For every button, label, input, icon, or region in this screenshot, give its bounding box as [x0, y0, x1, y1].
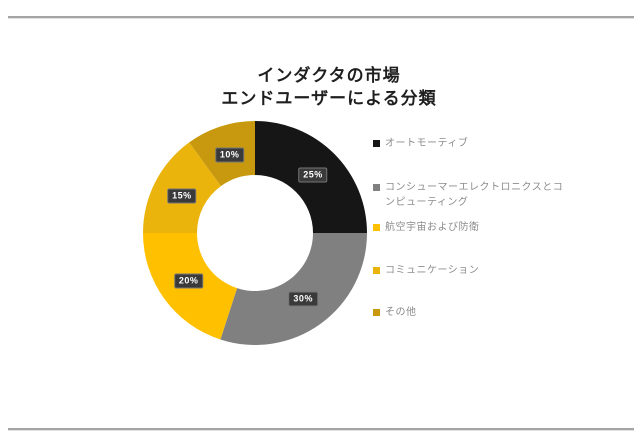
legend-item-5: その他 — [373, 305, 565, 320]
legend-label: その他 — [385, 307, 417, 318]
bottom-divider — [8, 428, 634, 430]
chart-title-line-1: インダクタの市場 — [257, 66, 401, 85]
legend-label: オートモーティブ — [385, 138, 469, 149]
top-divider — [8, 16, 634, 18]
data-label-3: 20% — [173, 273, 204, 289]
chart-legend: オートモーティブコンシューマーエレクトロニクスとコンピューティング航空宇宙および… — [373, 0, 583, 446]
legend-item-4: コミュニケーション — [373, 263, 565, 278]
data-label-1: 25% — [298, 167, 328, 183]
chart-title: インダクタの市場 エンドユーザーによる分類 — [221, 64, 436, 110]
legend-item-1: オートモーティブ — [373, 136, 565, 151]
donut-slice-2 — [220, 233, 368, 345]
legend-item-3: 航空宇宙および防衛 — [373, 220, 565, 235]
donut-slice-4 — [143, 142, 221, 233]
legend-label: コミュニケーション — [385, 265, 480, 276]
data-label-2: 30% — [288, 291, 318, 307]
legend-marker-icon — [373, 267, 380, 274]
chart-title-line-2: エンドユーザーによる分類 — [221, 89, 437, 108]
data-labels-layer: 25% 30% 20% 15% 10% — [142, 120, 368, 346]
data-label-5: 10% — [214, 147, 245, 163]
legend-marker-icon — [373, 224, 380, 231]
legend-label: コンシューマーエレクトロニクスとコンピューティング — [385, 182, 564, 208]
legend-marker-icon — [373, 140, 380, 147]
donut-plot-area: 25% 30% 20% 15% 10% — [142, 120, 368, 346]
legend-marker-icon — [373, 184, 380, 191]
legend-label: 航空宇宙および防衛 — [385, 222, 480, 233]
legend-marker-icon — [373, 309, 380, 316]
legend-item-2: コンシューマーエレクトロニクスとコンピューティング — [373, 180, 565, 210]
data-label-4: 15% — [167, 188, 197, 204]
